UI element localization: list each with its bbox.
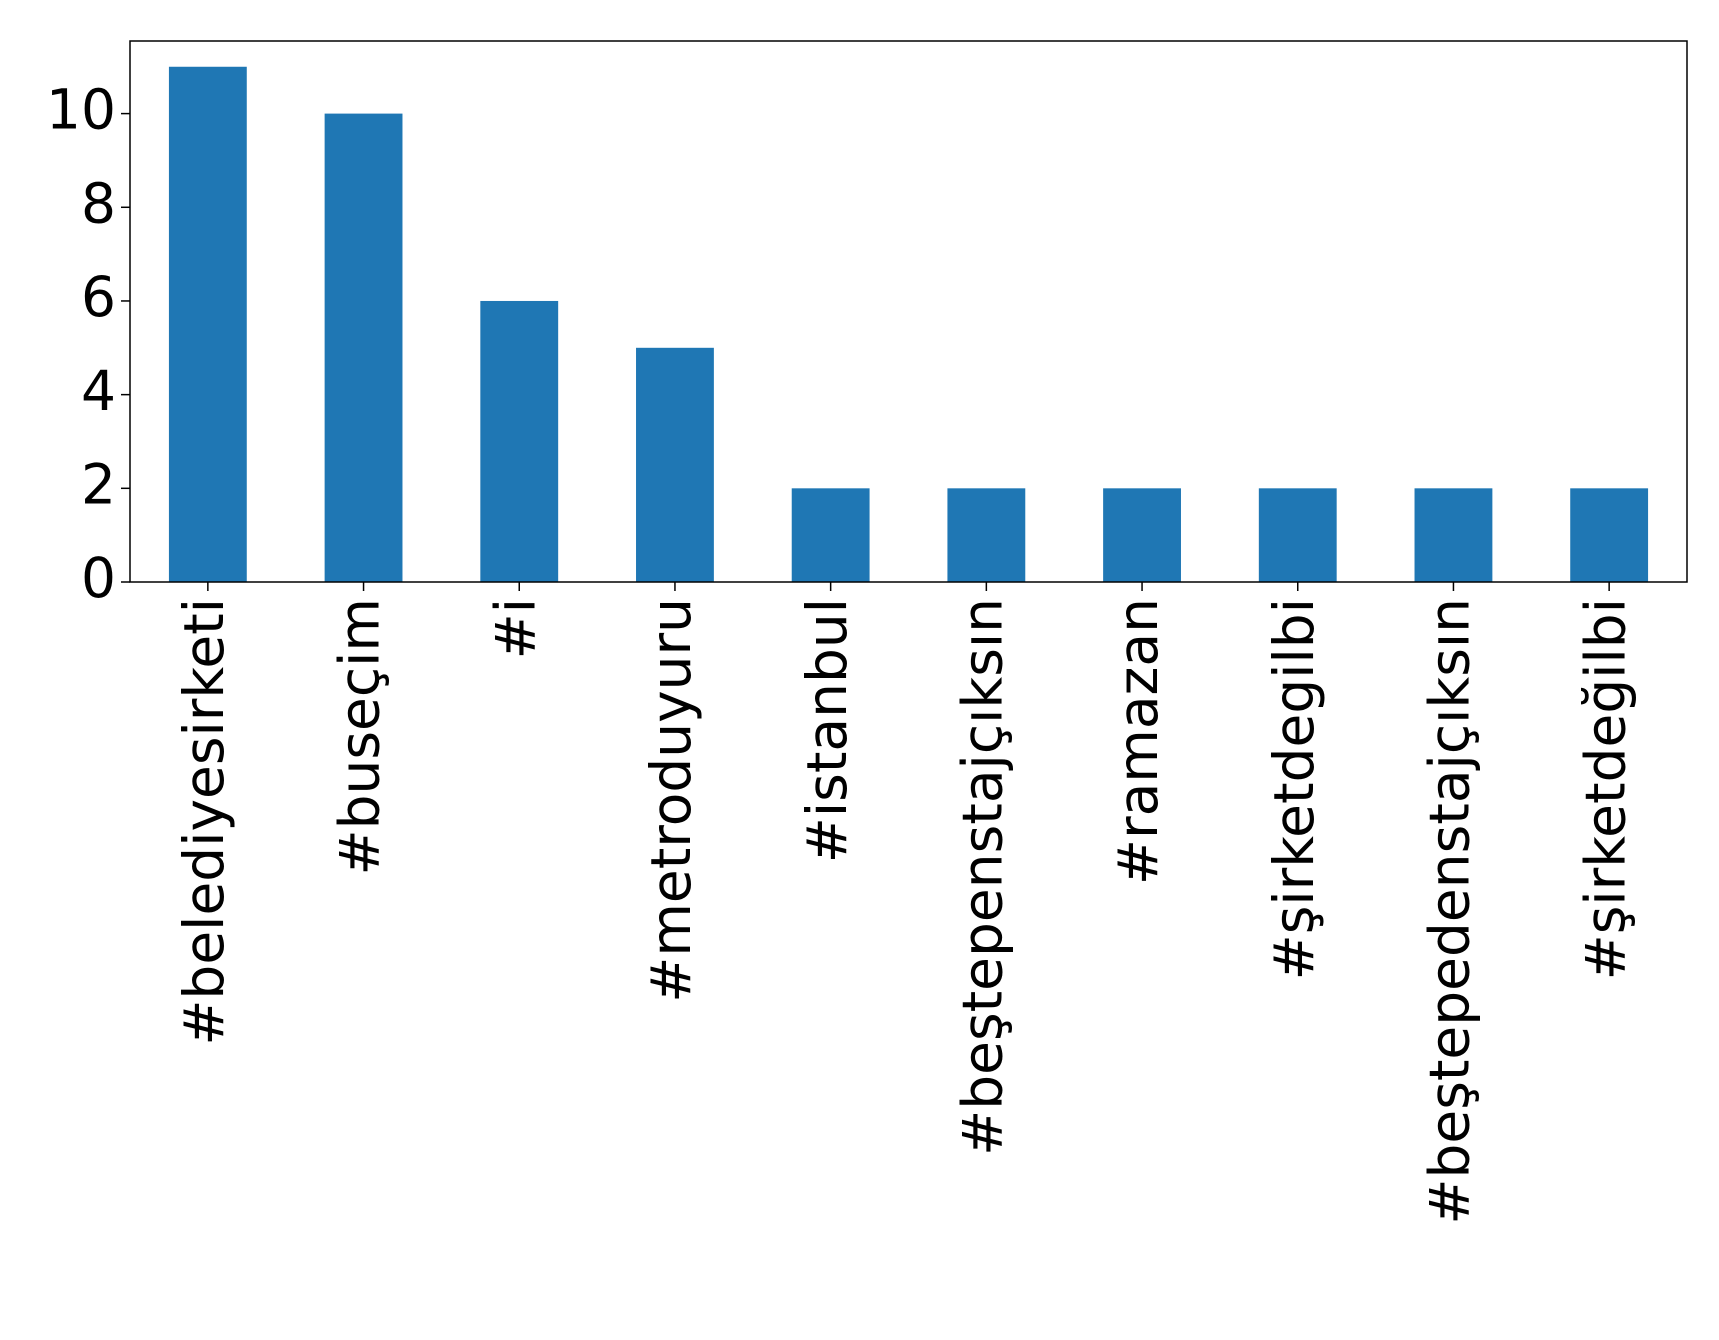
bar	[1103, 488, 1181, 582]
bar	[636, 347, 714, 582]
y-tick-label: 8	[81, 171, 116, 235]
y-tick-label: 6	[81, 265, 116, 329]
plot-frame	[129, 40, 1688, 583]
bar	[1258, 488, 1337, 582]
x-tick-label: #buseçim	[328, 598, 392, 875]
y-tick-label: 10	[46, 78, 116, 142]
bar	[791, 488, 870, 582]
x-tick-label: #şirketdegilbi	[1262, 598, 1326, 980]
bar	[168, 66, 247, 582]
y-tick-label: 2	[81, 452, 116, 516]
bar	[947, 488, 1026, 582]
y-tick-label: 4	[81, 359, 116, 423]
x-tick-label: #metroduyuru	[639, 598, 703, 1003]
bar	[480, 300, 559, 582]
bar	[1570, 488, 1649, 582]
x-tick-label: #i	[483, 598, 547, 659]
x-tick-label: #beştepenstajçıksın	[950, 598, 1014, 1156]
x-tick-label: #belediyesirketi	[172, 598, 236, 1046]
x-tick-label: #istanbul	[795, 598, 859, 863]
y-tick-label: 0	[81, 546, 116, 610]
bar	[324, 113, 403, 582]
x-tick-label: #şirketdeğilbi	[1573, 598, 1637, 980]
x-tick-label: #beştepedenstajçıksın	[1418, 598, 1482, 1225]
bar	[1414, 488, 1493, 582]
x-tick-label: #ramazan	[1106, 598, 1170, 885]
